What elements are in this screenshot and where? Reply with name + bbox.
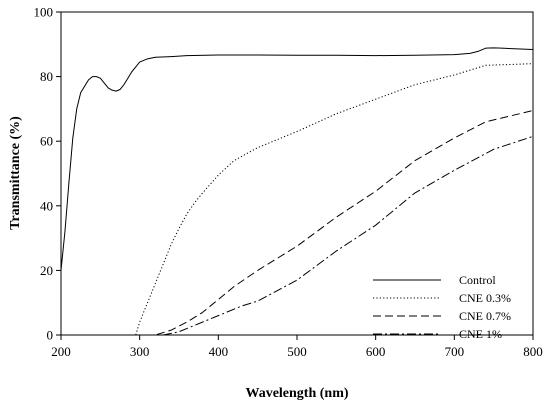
x-tick-label: 200 <box>51 344 71 359</box>
series-line-cne-0-7 <box>61 110 534 336</box>
x-tick-label: 800 <box>523 344 543 359</box>
legend-label: CNE 0.3% <box>459 291 511 305</box>
series-line-cne-0-3 <box>61 63 534 336</box>
x-tick-label: 400 <box>209 344 229 359</box>
legend-label: Control <box>459 273 496 287</box>
y-tick-label: 100 <box>34 5 54 20</box>
legend: Control CNE 0.3% CNE 0.7% CNE 1% <box>373 273 511 341</box>
y-tick-label: 40 <box>40 198 53 213</box>
x-axis: 200 300 400 500 600 700 800 <box>51 335 543 359</box>
y-tick-label: 0 <box>47 328 54 343</box>
y-tick-label: 60 <box>40 134 53 149</box>
y-axis-title: Transmittance (%) <box>8 116 23 230</box>
series-lines <box>60 47 534 336</box>
y-tick-label: 20 <box>40 263 53 278</box>
x-axis-title: Wavelength (nm) <box>245 386 348 401</box>
x-tick-label: 700 <box>445 344 465 359</box>
x-tick-label: 600 <box>366 344 386 359</box>
legend-label: CNE 1% <box>459 327 502 341</box>
series-line-cne-1 <box>61 135 534 336</box>
y-axis: 0 20 40 60 80 100 <box>34 5 61 343</box>
legend-label: CNE 0.7% <box>459 309 511 323</box>
y-tick-label: 80 <box>40 69 53 84</box>
series-line-control <box>60 47 534 271</box>
x-tick-label: 300 <box>130 344 150 359</box>
x-tick-label: 500 <box>287 344 307 359</box>
